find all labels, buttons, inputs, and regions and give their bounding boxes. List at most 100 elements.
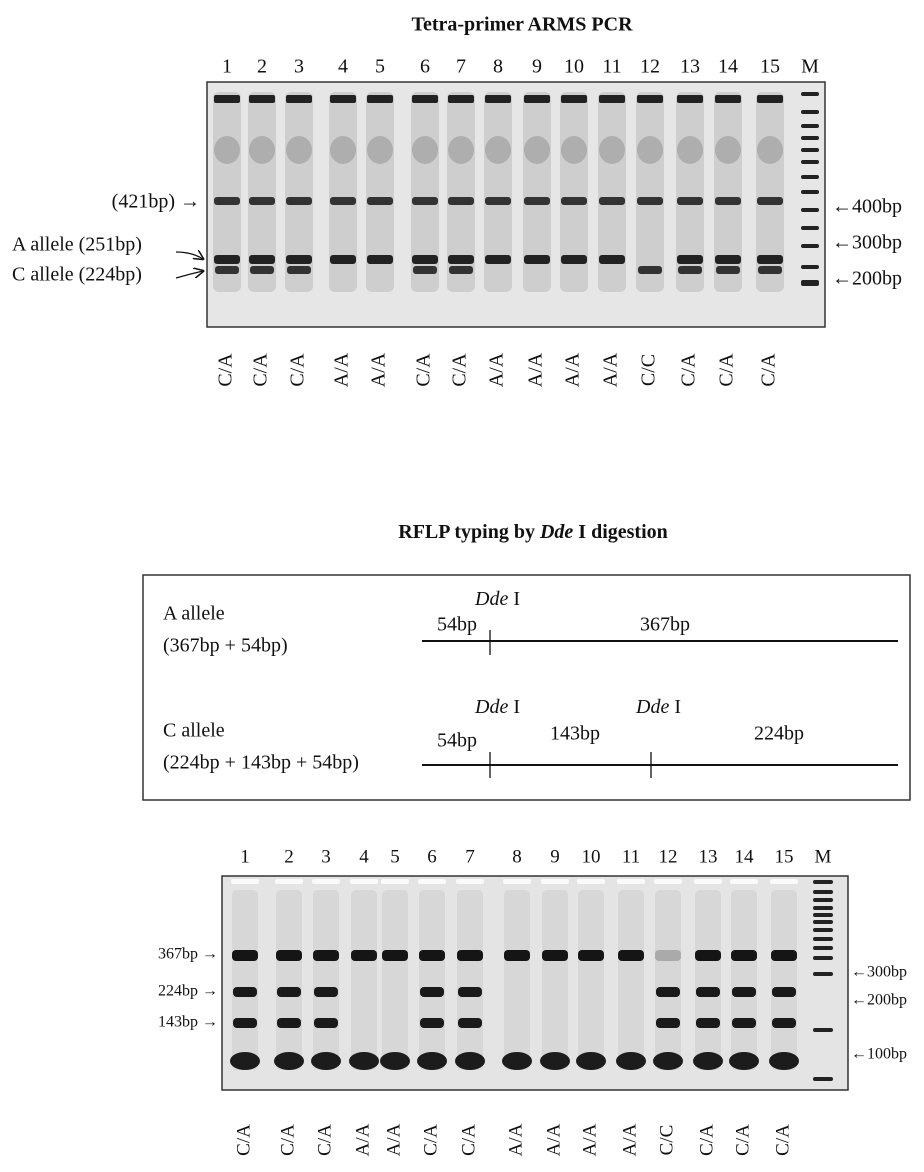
genotype: C/A [449,353,471,387]
lane-smear [636,92,664,292]
left-label: 143bp → [158,1014,218,1031]
allele-name: C allele [163,720,225,742]
enzyme: Dde [635,696,669,718]
enzyme: Dde [474,696,508,718]
ladder-band [813,1028,833,1032]
ladder-band [813,890,833,894]
band [524,197,550,205]
band [449,266,473,274]
lane-smear [618,890,644,1070]
ladder-band [801,226,819,230]
band [561,255,587,264]
lane-label: 14 [718,56,738,78]
primer-band [576,1052,606,1070]
lane-smear [695,890,721,1070]
primer-band [349,1052,379,1070]
band [732,1018,756,1028]
left-label: 367bp → [158,946,218,963]
band [314,1018,338,1028]
band [771,950,797,961]
band [457,950,483,961]
lane-label: 2 [284,846,294,867]
band [695,950,721,961]
lane-smear [578,890,604,1070]
genotype: C/C [656,1125,677,1156]
smear [561,136,587,164]
lane-label: M [801,56,819,78]
lane-smear [313,890,339,1070]
band [232,950,258,961]
genotype: A/A [331,352,353,387]
genotype: C/A [277,1124,298,1156]
smear [214,136,240,164]
ladder-band [813,880,833,884]
lane-label: 5 [375,56,385,78]
primer-band [311,1052,341,1070]
band [458,987,482,997]
band [233,1018,257,1028]
genotype: A/A [562,352,584,387]
ladder-band [801,92,819,96]
lane-smear [771,890,797,1070]
well [330,95,356,103]
ladder-band [801,110,819,114]
genotype: A/A [619,1123,640,1156]
title-text: RFLP typing by [398,521,535,543]
arrow [175,271,203,279]
band [618,950,644,961]
fragment: 224bp [754,723,804,745]
band [732,987,756,997]
right-label: ←400bp [832,196,902,218]
primer-band [274,1052,304,1070]
band [524,255,550,264]
lane-label: 9 [550,846,560,867]
bottom-gel-bands [230,879,833,1081]
well [350,879,378,884]
lane-smear [731,890,757,1070]
ladder-band [801,160,819,164]
genotype: C/A [458,1124,479,1156]
band [656,1018,680,1028]
band [214,255,240,264]
band [287,266,311,274]
right-label: ←300bp [851,964,907,981]
well [275,879,303,884]
ladder-band [813,913,833,917]
band [485,197,511,205]
enzyme-site: Dde I [474,696,520,718]
right-label: ←200bp [832,268,902,290]
enzyme-suffix: I [674,696,681,718]
band [485,255,511,264]
allele-composition: (367bp + 54bp) [163,635,288,657]
lane-label: 14 [735,846,755,867]
ladder-band [813,956,833,960]
band [249,197,275,205]
primer-band [455,1052,485,1070]
left-label: A allele (251bp) [12,234,142,256]
band [504,950,530,961]
band [412,197,438,205]
genotype: C/A [716,353,738,387]
band [637,197,663,205]
smear [412,136,438,164]
band [655,950,681,961]
lane-label: 11 [602,56,621,78]
band [314,987,338,997]
primer-band [417,1052,447,1070]
genotype: A/A [383,1123,404,1156]
band [351,950,377,961]
well [541,879,569,884]
lane-label: 1 [222,56,232,78]
allele-composition: (224bp + 143bp + 54bp) [163,752,359,774]
ladder-band [813,928,833,932]
lane-label: 5 [390,846,400,867]
title-enzyme: Dde [539,521,573,543]
rflp-title: RFLP typing by Dde I digestion [398,521,668,543]
band [277,1018,301,1028]
lane-label: 3 [321,846,331,867]
left-label: (421bp) → [112,191,200,213]
genotype: C/A [420,1124,441,1156]
band [696,1018,720,1028]
band [420,1018,444,1028]
